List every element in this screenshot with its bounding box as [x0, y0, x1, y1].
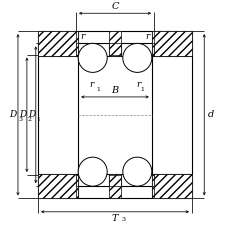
Circle shape: [122, 43, 151, 72]
Polygon shape: [153, 31, 191, 56]
Circle shape: [78, 157, 107, 186]
Polygon shape: [76, 43, 78, 54]
Text: T: T: [111, 214, 118, 223]
Text: B: B: [111, 86, 118, 95]
Text: 3: 3: [19, 117, 22, 122]
Polygon shape: [109, 175, 120, 186]
Polygon shape: [151, 175, 191, 198]
Polygon shape: [151, 175, 153, 186]
Text: r: r: [80, 32, 84, 41]
Polygon shape: [151, 31, 191, 54]
Text: 1: 1: [36, 117, 40, 122]
Text: 1: 1: [96, 87, 100, 92]
Polygon shape: [38, 174, 76, 198]
Text: r: r: [145, 32, 149, 41]
Polygon shape: [76, 175, 78, 186]
Polygon shape: [38, 175, 78, 198]
Circle shape: [122, 157, 151, 186]
Text: 3: 3: [120, 217, 125, 222]
Text: C: C: [111, 2, 118, 12]
Text: 2: 2: [27, 117, 31, 122]
Polygon shape: [109, 43, 120, 54]
Text: r: r: [136, 80, 140, 89]
Text: d: d: [207, 110, 213, 119]
Circle shape: [78, 43, 107, 72]
Text: D: D: [19, 110, 26, 119]
Polygon shape: [151, 43, 153, 54]
Text: r: r: [89, 80, 93, 89]
Text: D: D: [28, 110, 35, 119]
Polygon shape: [38, 31, 78, 54]
Polygon shape: [153, 174, 191, 198]
Polygon shape: [109, 174, 120, 198]
Text: 1: 1: [139, 87, 143, 92]
Text: D: D: [10, 110, 17, 119]
Polygon shape: [109, 31, 120, 56]
Polygon shape: [38, 31, 76, 56]
